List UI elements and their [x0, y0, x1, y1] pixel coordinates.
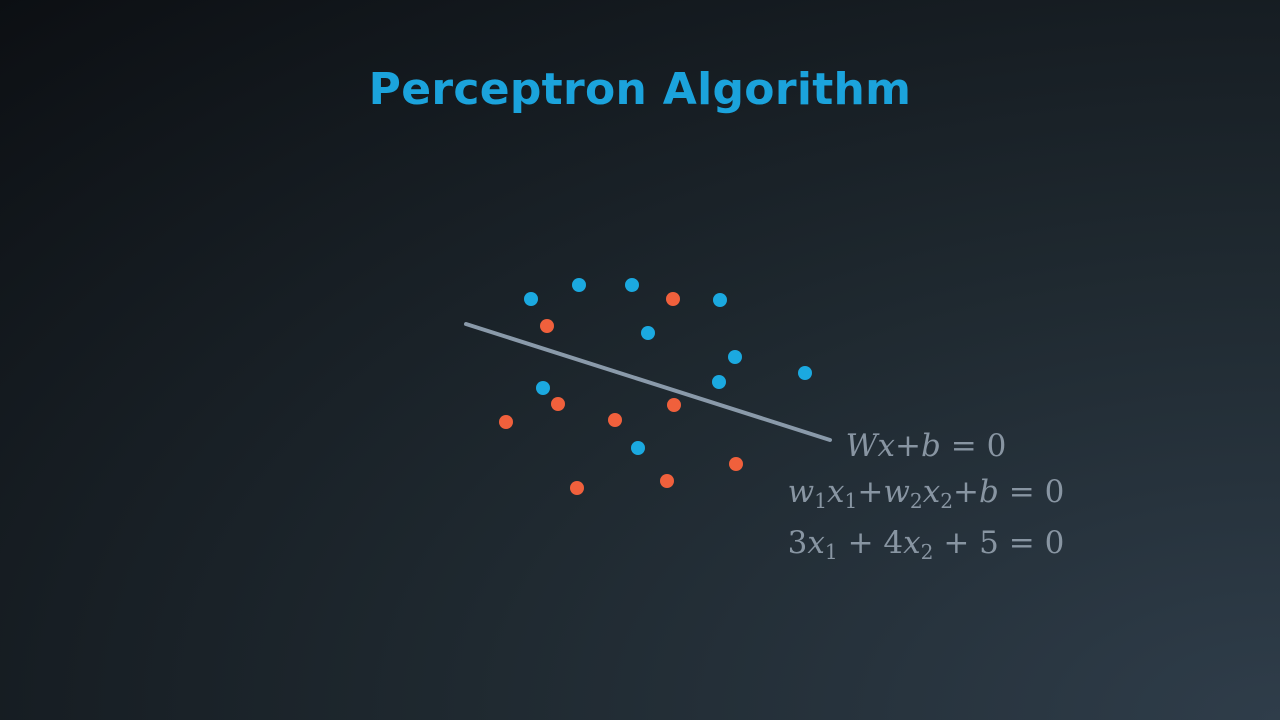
blue-point-4 — [713, 293, 727, 307]
red-point-2 — [540, 319, 554, 333]
blue-points-group — [524, 278, 812, 455]
red-point-6 — [667, 398, 681, 412]
red-points-group — [499, 292, 743, 495]
blue-point-3 — [625, 278, 639, 292]
blue-point-7 — [798, 366, 812, 380]
red-point-3 — [551, 397, 565, 411]
red-point-4 — [499, 415, 513, 429]
red-point-1 — [666, 292, 680, 306]
blue-point-8 — [712, 375, 726, 389]
red-point-9 — [570, 481, 584, 495]
boundary-line — [464, 322, 832, 442]
blue-point-5 — [641, 326, 655, 340]
red-point-5 — [608, 413, 622, 427]
blue-point-6 — [728, 350, 742, 364]
red-point-8 — [660, 474, 674, 488]
red-point-7 — [729, 457, 743, 471]
page-title: Perceptron Algorithm — [368, 64, 912, 115]
equation-numeric: 3x1 + 4x2 + 5 = 0 — [787, 525, 1065, 565]
blue-point-9 — [536, 381, 550, 395]
blue-point-10 — [631, 441, 645, 455]
equation-general: Wx+b = 0 — [845, 428, 1007, 464]
blue-point-2 — [572, 278, 586, 292]
blue-point-1 — [524, 292, 538, 306]
equation-expanded: w1x1+w2x2+b = 0 — [787, 474, 1065, 514]
